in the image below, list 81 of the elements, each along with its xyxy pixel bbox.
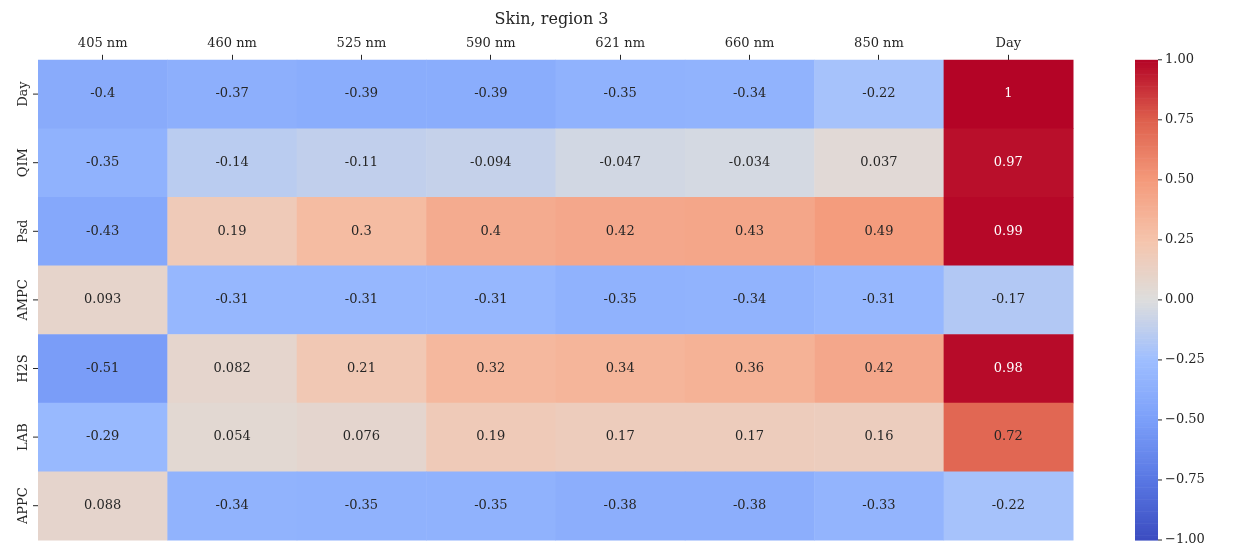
data-label: -0.31 [862,291,896,307]
data-label: 0.97 [993,154,1023,170]
data-label: -0.094 [470,154,512,170]
data-label: 0.21 [346,359,376,375]
data-label: -0.22 [991,497,1025,513]
data-label: -0.39 [474,85,508,101]
data-label: 0.4 [480,222,502,238]
data-label: -0.4 [90,85,116,101]
data-label: 0.42 [605,222,635,238]
data-label: -0.34 [732,291,767,307]
data-label: -0.35 [86,154,120,170]
data-label: 0.3 [351,222,372,238]
color-bar-label: 0.75 [1165,111,1194,127]
data-label: -0.38 [732,497,767,513]
data-label: 0.088 [84,497,122,513]
data-label: -0.034 [728,154,771,170]
data-label: 0.054 [213,428,251,444]
data-label: -0.31 [344,291,379,307]
color-bar-label: 1.00 [1165,51,1194,67]
color-bar-label: −0.75 [1165,471,1205,487]
data-label: -0.51 [86,359,120,375]
data-label: 0.16 [864,428,894,444]
data-label: 0.093 [84,291,122,307]
x-tick-label: Day [995,35,1022,51]
x-tick-label: 590 nm [465,35,516,51]
data-label: 0.49 [864,222,894,238]
data-label: -0.11 [344,154,379,170]
y-tick-label: Day [15,80,31,107]
data-label: 0.72 [993,428,1023,444]
data-label: 0.98 [993,359,1023,375]
chart-title: Skin, region 3 [494,8,609,28]
data-label: -0.35 [474,497,508,513]
data-label: -0.31 [474,291,508,307]
data-label: 1 [1004,85,1013,101]
data-label: 0.36 [735,359,765,375]
y-tick-label: APPC [15,487,31,526]
data-label: 0.42 [864,359,894,375]
x-tick-label: 850 nm [854,35,904,51]
y-tick-label: LAB [15,423,31,451]
data-label: -0.37 [215,85,249,101]
data-label: -0.35 [344,497,379,513]
data-label: -0.31 [215,291,249,307]
data-label: -0.17 [991,291,1025,307]
y-tick-label: AMPC [15,279,31,322]
data-label: -0.38 [603,497,637,513]
color-bar-label: −0.25 [1165,351,1205,367]
data-label: -0.047 [599,154,641,170]
x-tick-label: 525 nm [336,35,387,51]
data-label: 0.076 [342,428,381,444]
data-label: 0.17 [735,428,765,444]
data-label: -0.35 [603,291,637,307]
y-tick-label: H2S [15,354,31,383]
x-tick-label: 460 nm [207,35,257,51]
data-label: 0.082 [213,359,251,375]
data-label: -0.22 [862,85,896,101]
data-label: 0.32 [476,359,506,375]
data-label: -0.14 [215,154,249,170]
data-label: -0.33 [862,497,896,513]
color-bar-label: 0.50 [1165,171,1194,187]
data-label: 0.19 [476,428,506,444]
data-label: -0.34 [732,85,767,101]
color-bar-label: −1.00 [1165,531,1205,547]
data-label: 0.99 [993,222,1023,238]
x-tick-label: 621 nm [595,35,646,51]
data-label: 0.17 [605,428,635,444]
data-label: -0.39 [344,85,379,101]
y-tick-label: Psd [15,219,31,243]
data-label: -0.35 [603,85,637,101]
color-bar-label: −0.50 [1165,411,1205,427]
data-label: 0.037 [860,154,898,170]
data-label: -0.29 [86,428,120,444]
x-tick-label: 405 nm [77,35,128,51]
x-tick-label: 660 nm [724,35,775,51]
color-bar-label: 0.00 [1165,291,1194,307]
y-tick-label: QIM [15,148,31,178]
color-bar-label: 0.25 [1165,231,1194,247]
data-label: 0.34 [605,359,635,375]
data-label: -0.34 [215,497,249,513]
data-label: 0.43 [735,222,765,238]
data-label: -0.43 [86,222,120,238]
data-label: 0.19 [217,222,247,238]
